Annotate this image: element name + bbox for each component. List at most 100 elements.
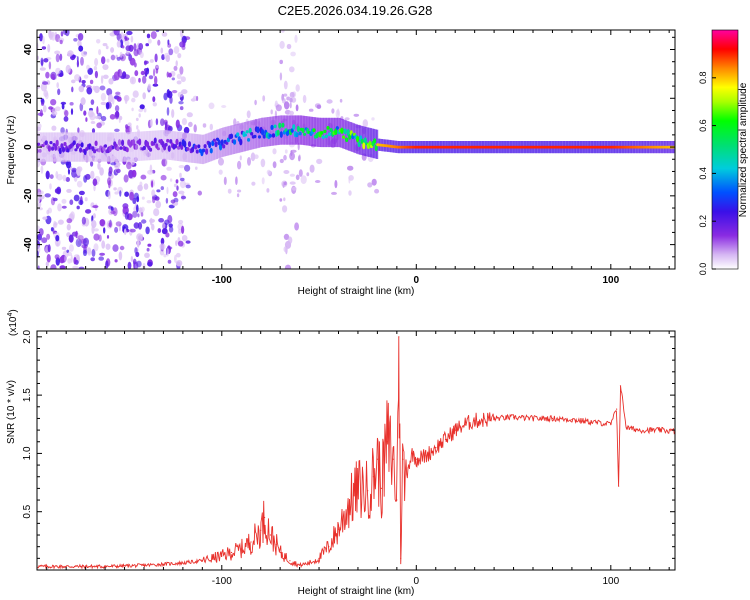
spectrogram-speckle xyxy=(266,188,270,193)
spectrogram-speckle xyxy=(126,30,133,36)
snr-data-point xyxy=(625,427,628,429)
spectrogram-speckle xyxy=(52,223,58,229)
spectrogram-speckle xyxy=(37,126,41,132)
ridge-core xyxy=(194,144,198,150)
colorbar-gradient xyxy=(712,30,738,269)
spectrogram-speckle xyxy=(196,96,199,101)
snr-data-point xyxy=(65,565,67,568)
ridge-core xyxy=(271,133,276,138)
spectrogram-speckle xyxy=(140,174,147,180)
spectrogram-speckle xyxy=(119,245,125,251)
spectrogram-speckle xyxy=(56,186,62,195)
spectrogram-speckle xyxy=(42,36,45,45)
spectrogram-speckle xyxy=(114,105,120,112)
ridge-core xyxy=(374,144,378,152)
spectrogram-speckle xyxy=(47,43,51,53)
spectrogram-speckle xyxy=(339,98,343,103)
ridge-core xyxy=(257,135,262,139)
colorbar-label: Normalized spectral amplitude xyxy=(738,82,749,217)
spectrogram-speckle xyxy=(121,45,125,49)
ridge-halo xyxy=(279,115,282,145)
spectrogram-speckle xyxy=(218,157,224,166)
spectrogram-speckle xyxy=(175,252,181,258)
spectrogram-speckle xyxy=(175,240,178,247)
snr-data-point xyxy=(318,557,320,559)
spectrogram-speckle xyxy=(74,74,81,82)
spectrogram-speckle xyxy=(183,126,190,134)
spectrogram-xtick-label: 0 xyxy=(414,275,420,286)
snr-data-point xyxy=(308,562,310,564)
ridge-halo xyxy=(253,119,256,149)
spectrogram-speckle xyxy=(127,261,132,269)
spectrogram-speckle xyxy=(137,184,143,192)
spectrogram-speckle xyxy=(172,191,178,198)
ridge-core xyxy=(214,141,218,148)
spectrogram-speckle xyxy=(237,189,242,193)
spectrogram-speckle xyxy=(90,257,95,262)
ridge-core xyxy=(236,132,240,137)
spectrogram-speckle xyxy=(133,49,139,57)
spectrogram-speckle xyxy=(110,54,116,61)
spectrogram-speckle xyxy=(185,184,191,189)
spectrogram-speckle xyxy=(141,206,145,212)
ridge-halo xyxy=(272,116,274,146)
spectrogram-speckle xyxy=(55,171,59,179)
spectrogram-speckle xyxy=(66,188,72,193)
spectrogram-speckle xyxy=(91,248,96,257)
spectrogram-speckle xyxy=(43,58,49,63)
snr-data-point xyxy=(398,336,400,338)
spectrogram-speckle xyxy=(66,160,72,169)
spectrogram-speckle xyxy=(283,80,288,90)
ridge-core xyxy=(195,149,199,154)
spectrogram-speckle xyxy=(279,158,284,164)
snr-data-point xyxy=(201,560,203,562)
spectrogram-speckle xyxy=(57,203,62,212)
spectrogram-speckle xyxy=(155,30,160,33)
spectrogram-speckle xyxy=(85,173,91,180)
ridge-core xyxy=(217,139,221,146)
spectrogram-speckle xyxy=(124,211,129,220)
ridge-core xyxy=(220,139,224,147)
spectrogram-speckle xyxy=(37,160,40,168)
spectrogram-speckle xyxy=(114,128,120,132)
snr-data-point xyxy=(402,458,404,460)
ridge-core xyxy=(156,147,160,151)
spectrogram-speckle xyxy=(193,124,197,133)
spectrogram-speckle xyxy=(279,198,283,202)
ridge-halo xyxy=(141,131,144,161)
spectrogram-speckle xyxy=(132,90,139,98)
spectrogram-speckle xyxy=(90,170,95,180)
spectrogram-speckle xyxy=(262,95,266,102)
snr-data-point xyxy=(404,482,406,484)
snr-xtick-label: 0 xyxy=(414,576,420,587)
ridge-halo xyxy=(256,118,259,149)
spectrogram-speckle xyxy=(166,166,172,171)
ridge-core xyxy=(63,142,67,146)
ridge-halo xyxy=(345,120,348,150)
ridge-halo xyxy=(268,116,271,147)
spectrogram-speckle xyxy=(367,182,373,188)
ridge-core xyxy=(324,134,328,139)
snr-data-point xyxy=(396,499,398,501)
ridge-core xyxy=(47,145,52,152)
spectrogram-speckle xyxy=(173,183,177,188)
spectrogram-speckle xyxy=(167,125,173,132)
snr-data-point xyxy=(376,458,378,460)
spectrogram-speckle xyxy=(46,233,51,240)
spectrogram-speckle xyxy=(289,102,292,109)
ridge-halo xyxy=(282,115,285,145)
ridge-halo xyxy=(240,122,243,153)
spectrogram-speckle xyxy=(80,56,84,66)
spectrogram-ytick-label: 20 xyxy=(23,92,34,104)
spectrogram-speckle xyxy=(105,45,109,50)
colorbar-tick-label: 0.6 xyxy=(698,119,708,132)
snr-data-point xyxy=(104,565,106,568)
spectrogram-speckle xyxy=(184,164,191,172)
snr-data-point xyxy=(435,447,437,449)
ridge-halo xyxy=(314,117,316,147)
spectrogram-speckle xyxy=(98,49,102,56)
spectrogram-speckle xyxy=(106,58,110,63)
ridge-halo xyxy=(273,116,276,146)
ridge-core xyxy=(360,138,364,144)
spectrogram-speckle xyxy=(154,53,158,63)
